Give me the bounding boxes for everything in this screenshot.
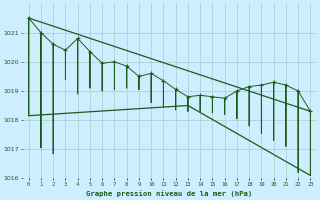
X-axis label: Graphe pression niveau de la mer (hPa): Graphe pression niveau de la mer (hPa): [86, 190, 253, 197]
